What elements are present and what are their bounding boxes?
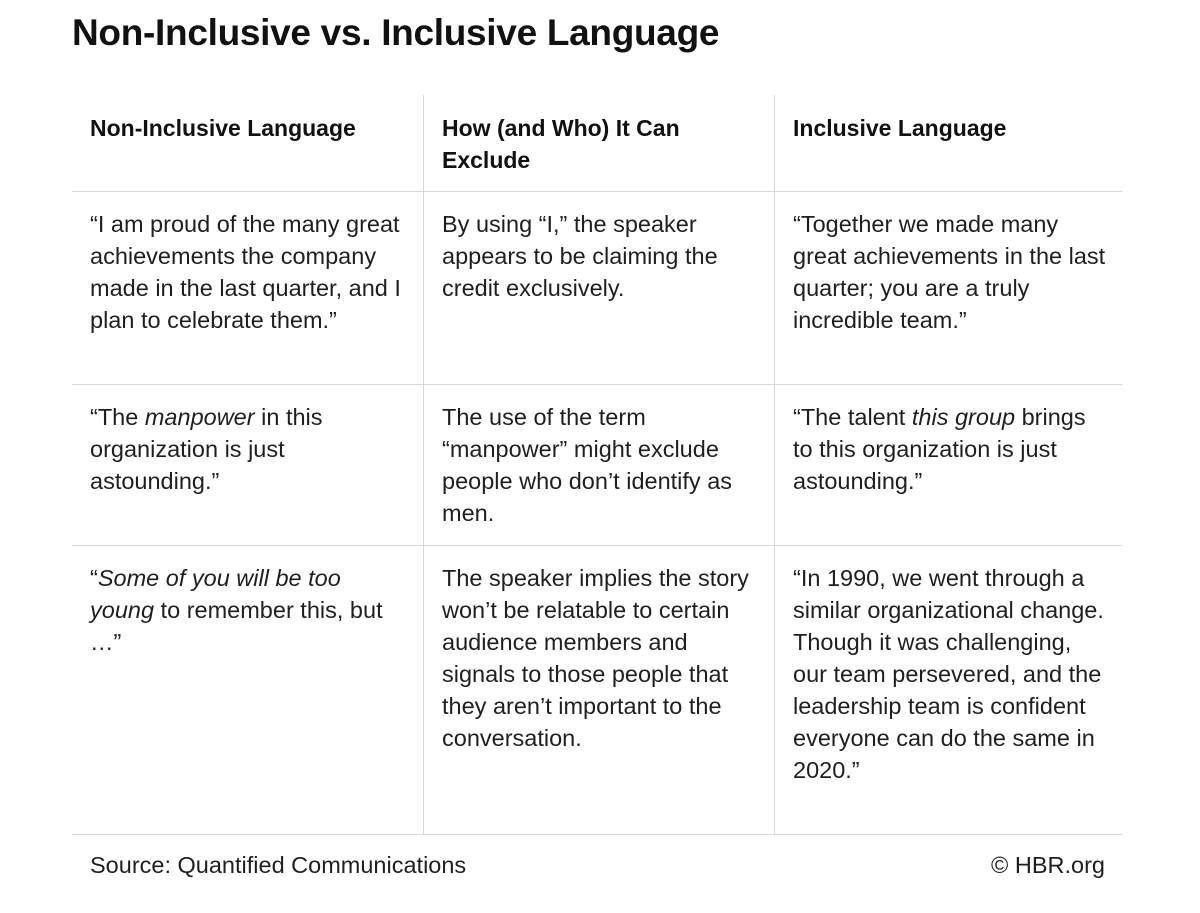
exclusion-explanation: The speaker implies the story won’t be r… bbox=[423, 546, 774, 834]
exclusion-explanation: The use of the term “manpower” might exc… bbox=[423, 385, 774, 545]
non-inclusive-example: “I am proud of the many great achievemen… bbox=[72, 192, 423, 384]
inclusive-example: “In 1990, we went through a similar orga… bbox=[774, 546, 1122, 834]
table-header-row: Non-Inclusive Language How (and Who) It … bbox=[72, 95, 1122, 192]
cell-text: “Together we made many great achievement… bbox=[793, 211, 1106, 333]
cell-text: “In 1990, we went through a similar orga… bbox=[793, 565, 1104, 783]
emphasized-term: this group bbox=[911, 404, 1016, 430]
non-inclusive-example: “The manpower in this organization is ju… bbox=[72, 385, 423, 545]
comparison-table: Non-Inclusive Language How (and Who) It … bbox=[72, 95, 1122, 835]
table-row: “The manpower in this organization is ju… bbox=[72, 385, 1122, 546]
copyright-credit: © HBR.org bbox=[991, 852, 1105, 878]
table-row: “I am proud of the many great achievemen… bbox=[72, 192, 1122, 385]
cell-text: “The talent bbox=[793, 404, 912, 430]
inclusive-example: “Together we made many great achievement… bbox=[774, 192, 1122, 384]
cell-text: “The bbox=[90, 404, 145, 430]
column-header-how-it-excludes: How (and Who) It Can Exclude bbox=[423, 95, 774, 191]
exclusion-explanation: By using “I,” the speaker appears to be … bbox=[423, 192, 774, 384]
cell-text: “I am proud of the many great achievemen… bbox=[90, 211, 401, 333]
emphasized-term: Some of you will be too young bbox=[90, 565, 341, 623]
column-header-inclusive: Inclusive Language bbox=[774, 95, 1122, 191]
column-header-non-inclusive: Non-Inclusive Language bbox=[90, 115, 356, 141]
table-row: “Some of you will be too young to rememb… bbox=[72, 546, 1122, 835]
cell-text: to remember this, but …” bbox=[90, 597, 383, 655]
inclusive-example: “The talent this group brings to this or… bbox=[774, 385, 1122, 545]
cell-text: “ bbox=[90, 565, 98, 591]
cell-text: By using “I,” the speaker appears to be … bbox=[442, 211, 718, 301]
cell-text: The speaker implies the story won’t be r… bbox=[442, 565, 749, 751]
emphasized-term: manpower bbox=[144, 404, 255, 430]
footer: Source: Quantified Communications © HBR.… bbox=[90, 852, 1105, 879]
cell-text: The use of the term “manpower” might exc… bbox=[442, 404, 733, 526]
page-title: Non-Inclusive vs. Inclusive Language bbox=[72, 12, 720, 53]
non-inclusive-example: “Some of you will be too young to rememb… bbox=[72, 546, 423, 834]
cell-text: brings to this organization is just asto… bbox=[793, 404, 1086, 494]
source-note: Source: Quantified Communications bbox=[90, 852, 467, 878]
cell-text: in this organization is just astounding.… bbox=[90, 404, 323, 494]
